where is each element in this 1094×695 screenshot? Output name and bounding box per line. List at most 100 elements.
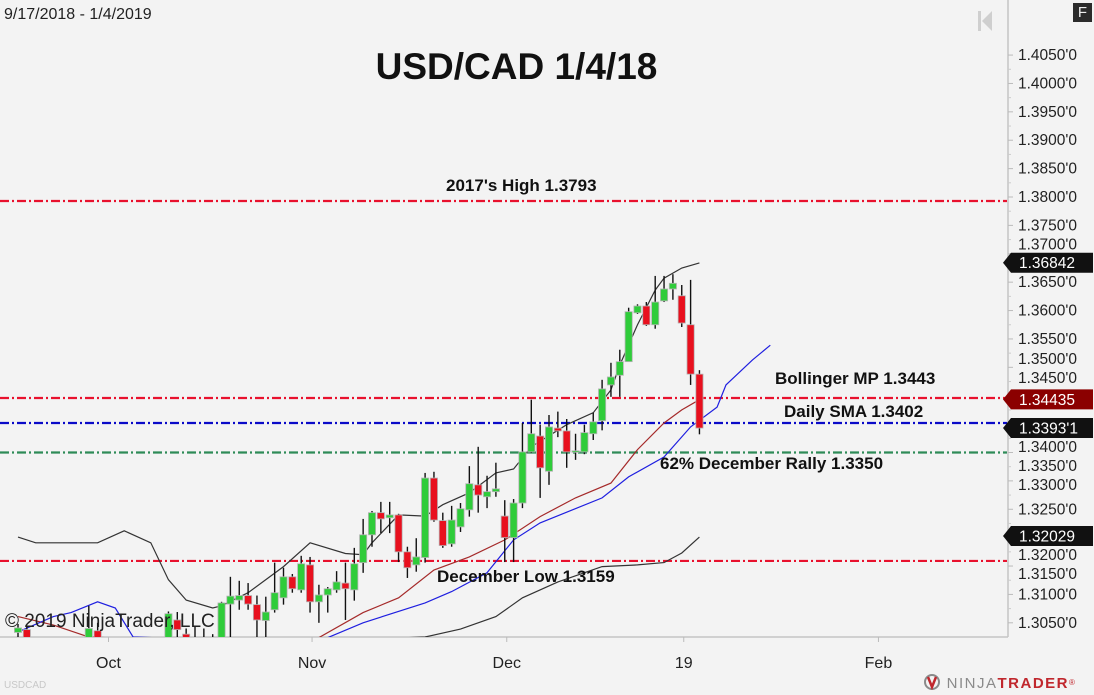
candle-body bbox=[226, 595, 235, 605]
candle-body bbox=[527, 433, 536, 453]
candle-up bbox=[668, 274, 677, 300]
logo-mark: ® bbox=[1069, 678, 1077, 687]
candle-body bbox=[660, 288, 669, 302]
candle-down bbox=[203, 628, 205, 637]
upper-band-line bbox=[17, 262, 700, 609]
candle-body bbox=[164, 613, 173, 637]
candle-up bbox=[164, 611, 173, 637]
candle-up bbox=[624, 307, 633, 363]
candle-down bbox=[695, 370, 704, 435]
candle-body bbox=[182, 633, 191, 637]
y-tick-label: 1.3350'0 bbox=[1018, 458, 1077, 475]
candle-body bbox=[589, 421, 598, 435]
candle-down bbox=[288, 573, 297, 593]
candle-body bbox=[68, 639, 75, 640]
candle-body bbox=[438, 520, 447, 546]
price-marker-label: 1.34435 bbox=[1019, 392, 1075, 409]
candle-up bbox=[545, 415, 554, 485]
candles bbox=[13, 274, 704, 640]
copyright-text: © 2019 NinjaTrader, LLC bbox=[5, 611, 215, 632]
candle-body bbox=[209, 639, 216, 640]
candle-body bbox=[22, 629, 31, 637]
candle-up bbox=[156, 639, 163, 640]
axes: 1.3050'0 1.3100'0 1.3150'0 1.3200'0 1.3250'0… bbox=[0, 0, 1077, 672]
candle-up bbox=[491, 462, 500, 497]
candle-body bbox=[217, 602, 226, 637]
candle-up bbox=[235, 580, 244, 610]
price-marker-tag bbox=[1003, 525, 1093, 546]
candle-body bbox=[474, 484, 483, 496]
candle-body bbox=[376, 512, 385, 520]
candle-body bbox=[509, 502, 518, 539]
candle-body bbox=[695, 373, 704, 429]
candle-up bbox=[261, 596, 270, 637]
candle-up bbox=[465, 466, 474, 517]
candle-up bbox=[571, 433, 580, 460]
candle-body bbox=[129, 639, 136, 640]
candle-down bbox=[429, 471, 438, 522]
y-tick-label: 1.3750'0 bbox=[1018, 217, 1077, 234]
candle-down bbox=[182, 628, 191, 637]
candle-up bbox=[660, 275, 669, 303]
candle-body bbox=[624, 311, 633, 363]
candle-body bbox=[13, 627, 22, 633]
candle-body bbox=[456, 508, 465, 528]
level-label-bollinger-mp: Bollinger MP 1.3443 bbox=[775, 369, 936, 388]
candle-body bbox=[252, 604, 261, 621]
candle-body bbox=[571, 450, 580, 453]
y-tick-label: 1.3550'0 bbox=[1018, 331, 1077, 348]
candle-down bbox=[121, 639, 128, 640]
candle-body bbox=[314, 594, 323, 603]
candle-down bbox=[68, 639, 75, 640]
candle-down bbox=[642, 302, 651, 326]
candle-down bbox=[500, 500, 509, 563]
x-tick-label: Nov bbox=[298, 655, 326, 672]
candle-body bbox=[191, 639, 198, 640]
candle-up bbox=[138, 639, 145, 640]
candle-down bbox=[394, 513, 403, 563]
candle-body bbox=[59, 639, 66, 640]
lower-band-line bbox=[409, 536, 700, 637]
level-label-daily-sma: Daily SMA 1.3402 bbox=[784, 402, 924, 421]
candle-up bbox=[350, 547, 359, 601]
candle-down bbox=[103, 639, 110, 640]
candle-up bbox=[633, 304, 642, 314]
candle-body bbox=[553, 427, 562, 432]
candle-body bbox=[642, 305, 651, 326]
y-tick-label: 1.3300'0 bbox=[1018, 477, 1077, 494]
chart-title: USD/CAD 1/4/18 bbox=[375, 46, 658, 87]
logo-trader: TRADER bbox=[997, 675, 1070, 692]
price-marker-tag bbox=[1003, 418, 1093, 439]
candle-up bbox=[483, 475, 492, 509]
price-marker-tag bbox=[1003, 389, 1093, 410]
candle-down bbox=[686, 279, 695, 385]
candle-body bbox=[32, 639, 39, 640]
candle-body bbox=[112, 639, 119, 640]
candle-up bbox=[270, 562, 279, 613]
candle-body bbox=[288, 576, 297, 590]
y-tick-label: 1.3100'0 bbox=[1018, 586, 1077, 603]
candle-body bbox=[633, 305, 642, 314]
candle-body bbox=[367, 512, 376, 536]
candle-up bbox=[226, 576, 235, 637]
candle-body bbox=[536, 435, 545, 469]
y-tick-label: 1.3500'0 bbox=[1018, 351, 1077, 368]
candle-body bbox=[147, 639, 154, 640]
x-tick-label: 19 bbox=[675, 655, 693, 672]
f-button[interactable]: F bbox=[1073, 3, 1092, 22]
candle-down bbox=[22, 625, 31, 637]
y-tick-label: 1.3450'0 bbox=[1018, 370, 1077, 387]
candle-up bbox=[191, 625, 198, 640]
candle-body bbox=[412, 556, 421, 566]
scroll-to-end-icon[interactable] bbox=[976, 10, 994, 32]
candle-up bbox=[456, 503, 465, 532]
candle-body bbox=[403, 551, 412, 569]
candle-up bbox=[651, 275, 660, 329]
price-marker-label: 1.3393'1 bbox=[1019, 421, 1078, 438]
ninjatrader-logo: NINJATRADER® bbox=[923, 674, 1076, 693]
candle-up bbox=[606, 362, 615, 397]
price-marker: 1.34435 bbox=[1003, 389, 1093, 410]
y-tick-label: 1.3150'0 bbox=[1018, 566, 1077, 583]
candle-body bbox=[341, 582, 350, 590]
